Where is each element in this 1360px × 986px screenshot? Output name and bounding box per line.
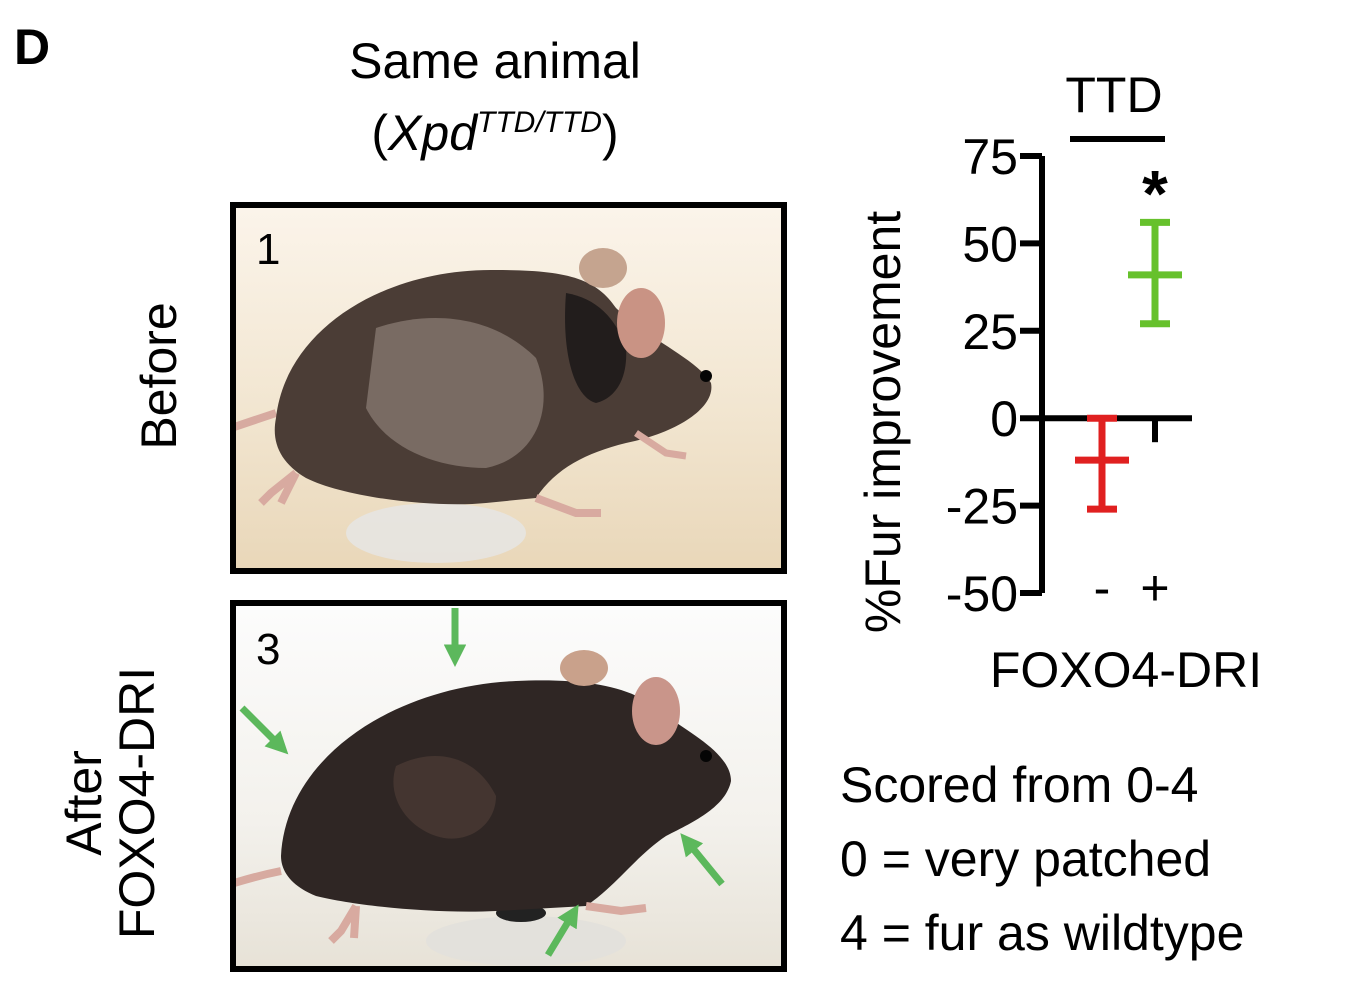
x-axis-label: FOXO4-DRI	[990, 642, 1262, 698]
header-genotype-sup: TTD/TTD	[477, 106, 602, 139]
photo-number: 3	[256, 625, 281, 674]
y-tick-label: 25	[962, 304, 1018, 360]
header-gene: Xpd	[388, 105, 477, 161]
arrow-right	[680, 833, 725, 887]
panel-label: D	[14, 19, 51, 75]
legend-line-2: 0 = very patched	[840, 831, 1212, 887]
header-title: Same animal	[349, 33, 641, 89]
arrow-bottom	[545, 904, 579, 957]
arrow-overlay	[239, 608, 725, 957]
header-genotype: (XpdTTD/TTD)	[280, 105, 710, 161]
y-tick-label: 0	[990, 391, 1018, 447]
photo-before: 1	[230, 202, 787, 574]
mouse-after-illustration	[236, 650, 731, 966]
chart-title: TTD	[1065, 67, 1162, 123]
header-close-paren: )	[601, 105, 619, 161]
significance-marker: *	[1142, 156, 1168, 230]
y-tick-label: -25	[946, 479, 1018, 535]
mouse-before-illustration	[236, 248, 712, 563]
y-axis-label: %Fur improvement	[855, 211, 911, 633]
y-tick-label: 75	[962, 129, 1018, 185]
y-tick-label: -50	[946, 566, 1018, 622]
x-tick-label: -	[1094, 560, 1111, 616]
photo-number: 1	[256, 225, 281, 274]
side-label-after-line1: After	[56, 750, 112, 856]
side-label-after-line2: FOXO4-DRI	[109, 666, 165, 940]
side-label-before: Before	[131, 302, 187, 450]
header-open-paren: (	[371, 105, 389, 161]
photo-after: 3	[230, 600, 787, 972]
x-tick-label: +	[1140, 560, 1169, 616]
y-tick-label: 50	[962, 216, 1018, 272]
fur-improvement-chart: TTD %Fur improvement FOXO4-DRI 75 50 25 0 -2…	[855, 67, 1262, 698]
arrow-left	[239, 705, 289, 755]
legend-line-1: Scored from 0-4	[840, 757, 1199, 813]
legend-line-3: 4 = fur as wildtype	[840, 905, 1245, 961]
